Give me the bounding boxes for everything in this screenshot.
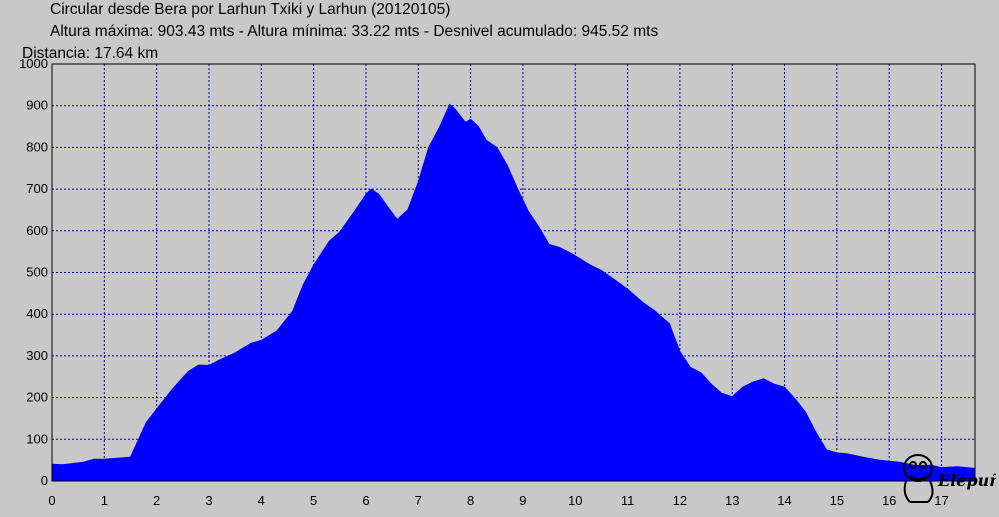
x-tick-label: 17 — [934, 493, 948, 508]
y-tick-label: 1000 — [19, 56, 48, 71]
y-tick-label: 700 — [26, 181, 48, 196]
y-tick-label: 600 — [26, 223, 48, 238]
elevation-area — [51, 103, 976, 482]
plot-border — [51, 63, 976, 482]
x-tick-label: 15 — [830, 493, 844, 508]
x-tick-label: 7 — [415, 493, 422, 508]
x-tick-label: 2 — [153, 493, 160, 508]
x-tick-label: 0 — [48, 493, 55, 508]
x-tick-label: 11 — [621, 493, 635, 508]
x-tick-label: 10 — [568, 493, 582, 508]
logo-icon: Elepuño — [903, 454, 996, 503]
chart-title: Circular desde Bera por Larhun Txiki y L… — [50, 1, 451, 18]
x-tick-label: 6 — [362, 493, 369, 508]
y-tick-label: 500 — [26, 265, 48, 280]
chart-distance: Distancia: 17.64 km — [22, 45, 159, 62]
x-tick-label: 1 — [101, 493, 108, 508]
y-tick-label: 400 — [26, 306, 48, 321]
y-axis: 0 100 200 300 400 500 600 700 800 900 1000 — [19, 56, 48, 488]
x-tick-label: 8 — [467, 493, 474, 508]
y-tick-label: 100 — [26, 431, 48, 446]
y-tick-label: 0 — [41, 473, 48, 488]
x-tick-label: 14 — [777, 493, 791, 508]
logo-text: Elepuño — [937, 471, 996, 490]
x-tick-label: 13 — [725, 493, 739, 508]
x-tick-label: 16 — [882, 493, 896, 508]
x-tick-label: 12 — [673, 493, 687, 508]
x-tick-label: 5 — [310, 493, 317, 508]
y-tick-label: 900 — [26, 98, 48, 113]
x-tick-label: 3 — [205, 493, 212, 508]
y-tick-label: 800 — [26, 139, 48, 154]
x-axis: 0 1 2 3 4 5 6 7 8 9 10 11 12 13 14 15 16 17 — [48, 493, 948, 508]
chart-stats: Altura máxima: 903.43 mts - Altura mínim… — [50, 23, 659, 40]
y-tick-label: 200 — [26, 390, 48, 405]
x-tick-label: 4 — [258, 493, 265, 508]
x-tick-label: 9 — [519, 493, 526, 508]
y-tick-label: 300 — [26, 348, 48, 363]
